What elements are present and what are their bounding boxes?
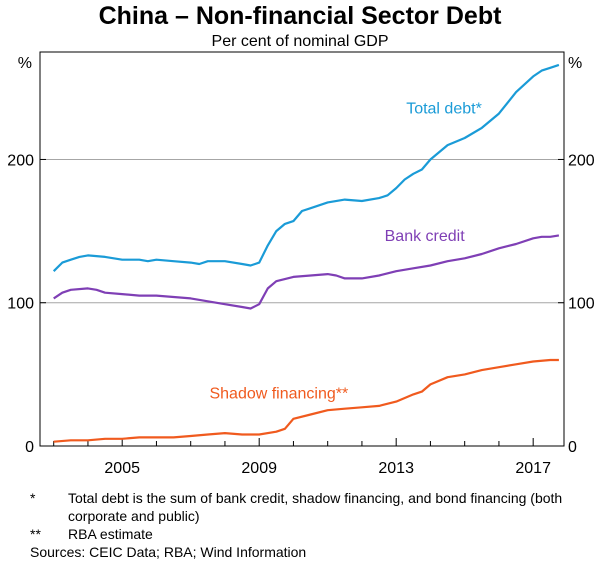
x-tick-label-2017: 2017 (515, 460, 551, 477)
series-line-1 (52, 63, 560, 272)
footnotes: * Total debt is the sum of bank credit, … (30, 489, 590, 561)
y-axis-unit-right: % (568, 55, 582, 72)
y-tick-label-left-100: 100 (7, 296, 34, 313)
series-line-2 (53, 234, 560, 310)
footnote-1: * Total debt is the sum of bank credit, … (30, 489, 590, 525)
chart-title: China – Non-financial Sector Debt (98, 2, 502, 30)
series-label-3: Shadow financing** (209, 386, 348, 403)
x-tick-label-2005: 2005 (104, 460, 140, 477)
footnote-1-marker: * (30, 490, 36, 506)
sources: Sources: CEIC Data; RBA; Wind Informatio… (30, 544, 307, 560)
footnote-1-text: Total debt is the sum of bank credit, sh… (68, 490, 563, 524)
x-tick-label-2009: 2009 (241, 460, 277, 477)
footnote-2-marker: ** (30, 526, 41, 542)
y-tick-label-right-0: 0 (568, 439, 577, 456)
series-label-2: Bank credit (385, 228, 466, 245)
y-tick-label-left-200: 200 (7, 152, 34, 169)
plot-frame (39, 51, 565, 447)
y-tick-label-right-100: 100 (568, 296, 595, 313)
chart-subtitle: Per cent of nominal GDP (211, 33, 389, 50)
x-tick-label-2013: 2013 (378, 460, 414, 477)
footnote-2: ** RBA estimate (30, 525, 590, 543)
footnote-2-text: RBA estimate (68, 526, 153, 542)
chart-svg: 2005 2009 2013 2017 0 0 100 100 200 200% % Total de… (7, 51, 595, 477)
y-axis-unit-left: % (18, 55, 32, 72)
series-line-3 (53, 358, 559, 443)
y-tick-label-right-200: 200 (568, 152, 595, 169)
series-label-1: Total debt* (406, 101, 482, 118)
y-tick-label-left-0: 0 (25, 439, 34, 456)
